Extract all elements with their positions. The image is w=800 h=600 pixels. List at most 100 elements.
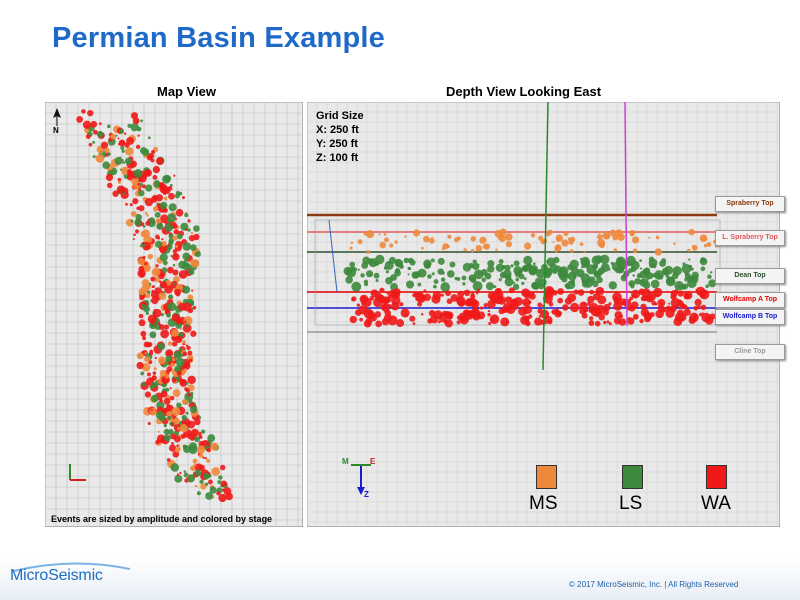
event-marker	[182, 351, 188, 357]
event-marker	[362, 297, 372, 307]
event-marker	[541, 304, 544, 308]
formation-label-dean: Dean Top	[715, 268, 785, 284]
event-marker	[615, 229, 623, 237]
event-marker	[182, 364, 188, 369]
event-marker	[157, 342, 166, 351]
event-marker	[594, 313, 597, 317]
event-marker	[443, 319, 449, 325]
event-marker	[420, 313, 424, 316]
event-marker	[456, 296, 466, 306]
event-marker	[142, 336, 147, 341]
event-marker	[415, 291, 420, 297]
grid-size-label: Grid Size X: 250 ft Y: 250 ft Z: 100 ft	[316, 109, 364, 165]
event-marker	[141, 381, 147, 387]
event-marker	[145, 184, 153, 192]
event-marker	[167, 186, 173, 191]
event-marker	[182, 323, 192, 333]
event-marker	[159, 253, 168, 262]
event-marker	[640, 303, 647, 310]
event-marker	[554, 244, 562, 252]
event-marker	[187, 294, 194, 301]
event-marker	[522, 250, 526, 253]
event-marker	[178, 270, 188, 279]
event-marker	[654, 270, 664, 280]
event-marker	[613, 316, 622, 325]
event-marker	[429, 315, 439, 324]
legend-swatch-wa	[706, 465, 727, 489]
event-marker	[564, 297, 573, 305]
event-marker	[220, 480, 227, 487]
event-marker	[183, 316, 193, 326]
event-marker	[638, 288, 645, 296]
event-marker	[211, 467, 221, 476]
event-marker	[179, 378, 186, 385]
event-marker	[629, 232, 634, 237]
event-marker	[204, 456, 208, 460]
event-marker	[95, 154, 105, 163]
event-marker	[407, 273, 410, 276]
event-marker	[655, 235, 660, 240]
event-marker	[142, 225, 146, 228]
event-marker	[187, 350, 193, 356]
event-marker	[423, 235, 430, 243]
event-marker	[163, 428, 170, 435]
event-marker	[176, 370, 183, 376]
event-marker	[570, 266, 579, 275]
event-marker	[98, 122, 102, 126]
event-marker	[151, 296, 159, 305]
event-marker	[642, 295, 649, 302]
event-marker	[383, 314, 392, 322]
event-marker	[143, 341, 150, 348]
event-marker	[205, 482, 209, 486]
map-view-panel[interactable]	[45, 102, 303, 527]
event-marker	[189, 358, 193, 362]
event-marker	[172, 269, 179, 276]
event-marker	[85, 134, 91, 140]
event-marker	[548, 301, 554, 307]
event-marker	[200, 429, 206, 434]
event-marker	[687, 278, 697, 289]
event-marker	[144, 262, 148, 266]
event-marker	[133, 233, 136, 237]
grid-size-x: X: 250 ft	[316, 124, 359, 136]
event-marker	[659, 260, 666, 267]
event-marker	[487, 265, 495, 273]
event-marker	[464, 310, 475, 320]
event-marker	[137, 134, 140, 137]
event-marker	[136, 352, 144, 360]
event-marker	[168, 294, 174, 300]
event-marker	[182, 339, 187, 344]
event-marker	[160, 390, 168, 398]
event-marker	[190, 231, 194, 235]
event-marker	[162, 191, 167, 195]
event-marker	[170, 362, 175, 368]
event-marker	[654, 248, 662, 256]
event-marker	[614, 311, 623, 319]
event-marker	[170, 254, 173, 258]
axis-label-z: Z	[364, 490, 369, 499]
event-marker	[557, 244, 561, 248]
event-marker	[349, 315, 357, 324]
event-marker	[521, 281, 525, 286]
depth-view-panel[interactable]	[307, 102, 780, 527]
event-marker	[546, 260, 550, 264]
event-marker	[110, 133, 117, 140]
event-marker	[119, 168, 122, 171]
event-marker	[167, 176, 171, 180]
event-marker	[141, 362, 151, 372]
event-marker	[155, 410, 165, 420]
event-marker	[138, 205, 145, 212]
event-marker	[384, 260, 394, 270]
event-marker	[487, 260, 495, 268]
event-marker	[363, 319, 372, 328]
event-marker	[166, 458, 171, 462]
event-marker	[570, 302, 580, 313]
event-marker	[668, 302, 671, 305]
event-marker	[547, 319, 553, 325]
event-marker	[508, 287, 515, 294]
event-marker	[85, 125, 88, 128]
event-marker	[661, 307, 667, 313]
event-marker	[375, 320, 383, 328]
event-marker	[158, 292, 167, 300]
event-marker	[171, 313, 180, 322]
